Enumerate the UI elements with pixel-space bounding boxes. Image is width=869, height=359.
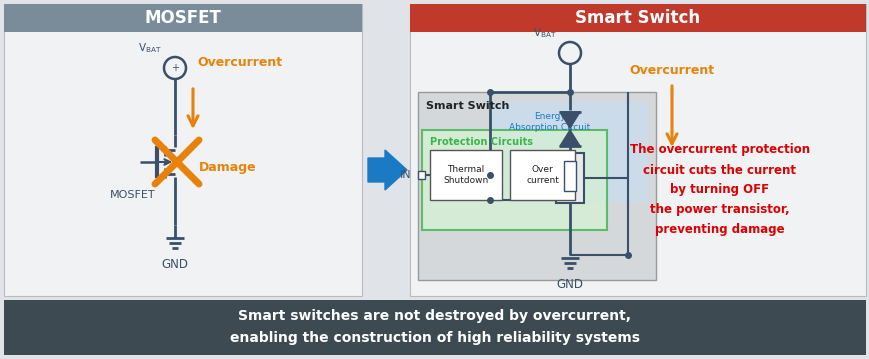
Text: The overcurrent protection
circuit cuts the current
by turning OFF
the power tra: The overcurrent protection circuit cuts … (629, 144, 809, 237)
Text: Overcurrent: Overcurrent (628, 64, 713, 76)
FancyBboxPatch shape (421, 130, 607, 230)
FancyBboxPatch shape (563, 161, 575, 191)
FancyBboxPatch shape (409, 4, 865, 296)
Text: +: + (171, 63, 179, 73)
Text: Smart Switch: Smart Switch (426, 101, 508, 111)
Text: Overcurrent: Overcurrent (196, 56, 282, 70)
Text: IN: IN (400, 170, 412, 180)
Text: MOSFET: MOSFET (110, 190, 156, 200)
FancyBboxPatch shape (429, 150, 501, 200)
Text: Energy
Absorption Circuit: Energy Absorption Circuit (508, 112, 590, 132)
Text: MOSFET: MOSFET (144, 9, 222, 27)
FancyBboxPatch shape (409, 4, 865, 32)
Text: Protection Circuits: Protection Circuits (429, 137, 533, 147)
Text: GND: GND (556, 278, 583, 291)
FancyBboxPatch shape (489, 102, 647, 202)
Text: GND: GND (162, 258, 189, 271)
Text: $\mathregular{V_{BAT}}$: $\mathregular{V_{BAT}}$ (533, 26, 556, 40)
FancyBboxPatch shape (509, 150, 574, 200)
Text: Over
current: Over current (526, 164, 558, 185)
Polygon shape (560, 112, 580, 128)
FancyBboxPatch shape (4, 300, 865, 355)
Text: Smart Switch: Smart Switch (574, 9, 700, 27)
Polygon shape (560, 130, 580, 146)
Text: Damage: Damage (199, 160, 256, 173)
FancyBboxPatch shape (417, 92, 655, 280)
Text: $\mathregular{V_{BAT}}$: $\mathregular{V_{BAT}}$ (138, 41, 162, 55)
Bar (417, 171, 425, 179)
Text: Thermal
Shutdown: Thermal Shutdown (443, 164, 488, 185)
FancyBboxPatch shape (555, 153, 583, 203)
Polygon shape (368, 150, 407, 190)
FancyBboxPatch shape (4, 4, 362, 296)
Text: Smart switches are not destroyed by overcurrent,
enabling the construction of hi: Smart switches are not destroyed by over… (229, 309, 640, 345)
FancyBboxPatch shape (4, 4, 362, 32)
